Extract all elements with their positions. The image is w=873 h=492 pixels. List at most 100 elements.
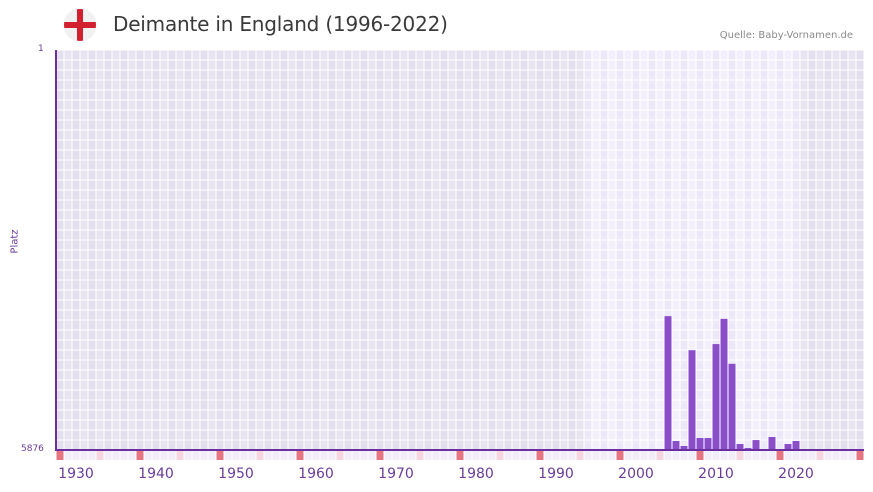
year-marker <box>752 451 760 460</box>
x-tick-label: 1980 <box>458 466 494 482</box>
year-marker <box>496 451 504 460</box>
bar-2019[interactable] <box>784 444 792 450</box>
year-marker <box>144 451 152 460</box>
year-marker <box>448 451 456 460</box>
year-marker <box>592 451 600 460</box>
year-marker <box>840 451 848 460</box>
bar-2013[interactable] <box>736 444 744 450</box>
bar-2004[interactable] <box>664 316 672 450</box>
bar-2017[interactable] <box>768 436 776 450</box>
year-marker <box>536 451 544 460</box>
year-marker <box>560 451 568 460</box>
bar-2009[interactable] <box>704 438 712 450</box>
chart-title: Deimante in England (1996-2022) <box>113 12 448 36</box>
year-marker <box>800 451 808 460</box>
year-marker <box>344 451 352 460</box>
year-marker <box>384 451 392 460</box>
year-marker <box>440 451 448 460</box>
bar-2012[interactable] <box>728 363 736 450</box>
year-marker <box>520 451 528 460</box>
year-marker <box>792 451 800 460</box>
year-marker <box>696 451 704 460</box>
year-marker <box>600 451 608 460</box>
bar-2006[interactable] <box>680 445 688 450</box>
year-marker <box>152 451 160 460</box>
x-tick-label: 2010 <box>698 466 734 482</box>
year-marker <box>632 451 640 460</box>
x-tick-label: 1950 <box>218 466 254 482</box>
year-marker <box>656 451 664 460</box>
year-marker <box>368 451 376 460</box>
year-marker <box>616 451 624 460</box>
year-marker <box>200 451 208 460</box>
year-marker <box>808 451 816 460</box>
year-marker <box>184 451 192 460</box>
year-marker <box>720 451 728 460</box>
year-marker <box>296 451 304 460</box>
year-marker <box>856 451 864 460</box>
bar-2007[interactable] <box>688 350 696 450</box>
year-marker <box>256 451 264 460</box>
year-marker <box>512 451 520 460</box>
year-marker <box>832 451 840 460</box>
year-marker <box>416 451 424 460</box>
bar-2010[interactable] <box>712 344 720 450</box>
bar-2011[interactable] <box>720 318 728 450</box>
x-tick-label: 1990 <box>538 466 574 482</box>
year-marker-strip <box>56 451 864 460</box>
year-marker <box>64 451 72 460</box>
year-marker <box>232 451 240 460</box>
year-marker <box>176 451 184 460</box>
year-marker <box>624 451 632 460</box>
year-marker <box>400 451 408 460</box>
bar-2020[interactable] <box>792 441 800 450</box>
year-marker <box>584 451 592 460</box>
year-marker <box>568 451 576 460</box>
year-marker <box>80 451 88 460</box>
bar-2005[interactable] <box>672 441 680 450</box>
year-marker <box>120 451 128 460</box>
year-marker <box>744 451 752 460</box>
year-marker <box>160 451 168 460</box>
year-marker <box>240 451 248 460</box>
year-marker <box>704 451 712 460</box>
year-marker <box>392 451 400 460</box>
year-marker <box>712 451 720 460</box>
y-axis-top-label: 1 <box>38 44 44 54</box>
year-marker <box>56 451 64 460</box>
year-marker <box>224 451 232 460</box>
year-marker <box>216 451 224 460</box>
year-marker <box>464 451 472 460</box>
year-marker <box>528 451 536 460</box>
year-marker <box>328 451 336 460</box>
year-marker <box>576 451 584 460</box>
year-marker <box>640 451 648 460</box>
source-credit: Quelle: Baby-Vornamen.de <box>719 30 853 41</box>
year-marker <box>504 451 512 460</box>
year-marker <box>128 451 136 460</box>
year-marker <box>264 451 272 460</box>
year-marker <box>488 451 496 460</box>
bar-2008[interactable] <box>696 438 704 450</box>
year-marker <box>760 451 768 460</box>
year-marker <box>304 451 312 460</box>
year-marker <box>608 451 616 460</box>
year-marker <box>408 451 416 460</box>
year-marker <box>248 451 256 460</box>
year-marker <box>456 451 464 460</box>
year-marker <box>352 451 360 460</box>
year-marker <box>96 451 104 460</box>
year-marker <box>664 451 672 460</box>
year-marker <box>104 451 112 460</box>
year-marker <box>376 451 384 460</box>
x-tick-label: 1940 <box>138 466 174 482</box>
bar-2015[interactable] <box>752 440 760 450</box>
year-marker <box>432 451 440 460</box>
year-marker <box>816 451 824 460</box>
plot-area <box>56 50 864 450</box>
year-marker <box>736 451 744 460</box>
year-marker <box>672 451 680 460</box>
year-marker <box>288 451 296 460</box>
x-tick-label: 1960 <box>298 466 334 482</box>
year-marker <box>768 451 776 460</box>
